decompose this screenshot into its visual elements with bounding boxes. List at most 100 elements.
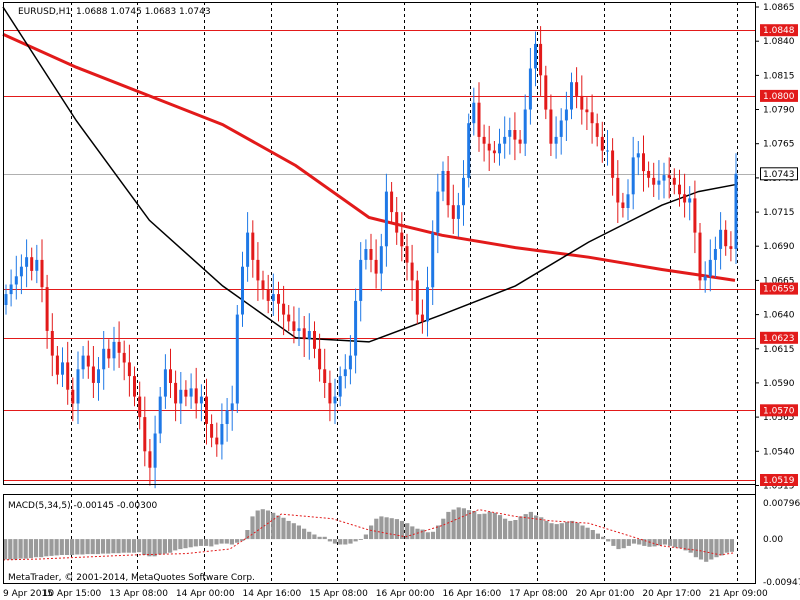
candle-body bbox=[549, 109, 553, 144]
macd-bar bbox=[245, 530, 250, 540]
candle-body bbox=[708, 259, 712, 277]
macd-bar bbox=[327, 539, 332, 542]
candle-body bbox=[446, 171, 450, 206]
macd-bar bbox=[472, 511, 477, 540]
ohlc-values: 1.0688 1.0745 1.0683 1.0743 bbox=[76, 7, 211, 17]
macd-bar bbox=[229, 539, 234, 545]
time-label: 16 Apr 00:00 bbox=[376, 589, 435, 599]
macd-panel bbox=[2, 507, 736, 562]
macd-bar bbox=[456, 507, 461, 540]
candle-body bbox=[261, 280, 265, 290]
macd-bar bbox=[70, 539, 75, 555]
candle-body bbox=[133, 376, 136, 397]
candle-body bbox=[66, 362, 70, 390]
level-box bbox=[760, 89, 798, 102]
candle-body bbox=[282, 303, 286, 315]
candle-body bbox=[698, 232, 702, 281]
macd-bar bbox=[39, 539, 44, 558]
candle-body bbox=[456, 205, 460, 219]
macd-bar bbox=[353, 539, 358, 542]
macd-bar bbox=[709, 539, 714, 560]
macd-bar bbox=[549, 523, 554, 540]
macd-bar bbox=[534, 515, 539, 540]
candle-body bbox=[369, 249, 373, 260]
macd-bar bbox=[358, 539, 363, 540]
candle-body bbox=[472, 102, 476, 124]
macd-tick-label: 0.00 bbox=[763, 535, 783, 545]
candle-body bbox=[426, 287, 429, 322]
macd-bar bbox=[219, 539, 224, 544]
macd-bar bbox=[281, 517, 286, 540]
level-box bbox=[760, 282, 798, 295]
macd-bar bbox=[369, 525, 374, 540]
macd-bar bbox=[183, 539, 188, 549]
candle-body bbox=[626, 194, 630, 208]
price-tick-label: 1.0590 bbox=[763, 379, 795, 389]
candle-body bbox=[235, 314, 239, 404]
candle-body bbox=[328, 382, 332, 404]
macd-bar bbox=[487, 511, 492, 540]
macd-bar bbox=[59, 539, 64, 555]
level-label: 1.0519 bbox=[763, 476, 795, 486]
macd-bar bbox=[678, 539, 683, 549]
macd-bar bbox=[564, 521, 570, 540]
macd-bar bbox=[466, 510, 472, 540]
macd-bar bbox=[595, 533, 600, 539]
candle-body bbox=[359, 259, 363, 301]
candle-body bbox=[246, 232, 250, 267]
macd-bar bbox=[410, 526, 415, 540]
candle-body bbox=[323, 369, 327, 383]
macd-bar bbox=[430, 531, 436, 540]
candle-body bbox=[487, 143, 491, 151]
macd-bar bbox=[44, 539, 49, 557]
macd-bar bbox=[348, 539, 353, 544]
candle-body bbox=[559, 120, 563, 137]
candle-body bbox=[333, 396, 337, 404]
macd-bar bbox=[575, 522, 580, 540]
candle-body bbox=[734, 173, 738, 249]
macd-bar bbox=[137, 539, 142, 553]
candle-body bbox=[266, 290, 270, 301]
macd-bar bbox=[492, 512, 497, 540]
candle-body bbox=[400, 232, 404, 247]
candle-body bbox=[585, 109, 589, 113]
candle-body bbox=[107, 348, 111, 359]
candle-body bbox=[534, 43, 537, 69]
candle-body bbox=[179, 389, 183, 404]
macd-bar bbox=[286, 520, 291, 539]
candle-body bbox=[513, 130, 517, 140]
candle-body bbox=[97, 369, 100, 383]
candle-body bbox=[220, 424, 224, 445]
price-tick-label: 1.0540 bbox=[763, 447, 795, 457]
candle-body bbox=[19, 266, 23, 277]
candle-body bbox=[348, 355, 352, 370]
macd-bar bbox=[302, 528, 307, 540]
macd-bar bbox=[714, 539, 719, 558]
candle-body bbox=[86, 355, 90, 367]
candle-body bbox=[595, 123, 599, 137]
candle-body bbox=[153, 433, 157, 468]
candle-body bbox=[477, 102, 481, 137]
macd-bar bbox=[322, 536, 327, 540]
candle-body bbox=[4, 294, 8, 305]
macd-bar bbox=[590, 530, 595, 540]
macd-bar bbox=[399, 520, 405, 539]
time-label: 14 Apr 00:00 bbox=[176, 589, 235, 599]
macd-bar bbox=[224, 539, 229, 544]
macd-bar bbox=[250, 516, 255, 540]
axis-labels: 1.08651.08401.08151.07901.07651.07401.07… bbox=[3, 3, 800, 599]
candle-body bbox=[25, 257, 29, 267]
macd-bar bbox=[121, 539, 126, 553]
price-tick-label: 1.0665 bbox=[763, 276, 795, 286]
macd-bar bbox=[379, 516, 384, 540]
macd-bar bbox=[126, 539, 131, 553]
macd-bar bbox=[18, 539, 23, 559]
candle-body bbox=[508, 130, 512, 137]
macd-bar bbox=[497, 515, 503, 540]
candle-body bbox=[683, 194, 687, 203]
macd-bar bbox=[204, 539, 209, 546]
candle-body bbox=[631, 157, 635, 195]
candle-body bbox=[271, 294, 275, 301]
candle-body bbox=[251, 232, 255, 260]
